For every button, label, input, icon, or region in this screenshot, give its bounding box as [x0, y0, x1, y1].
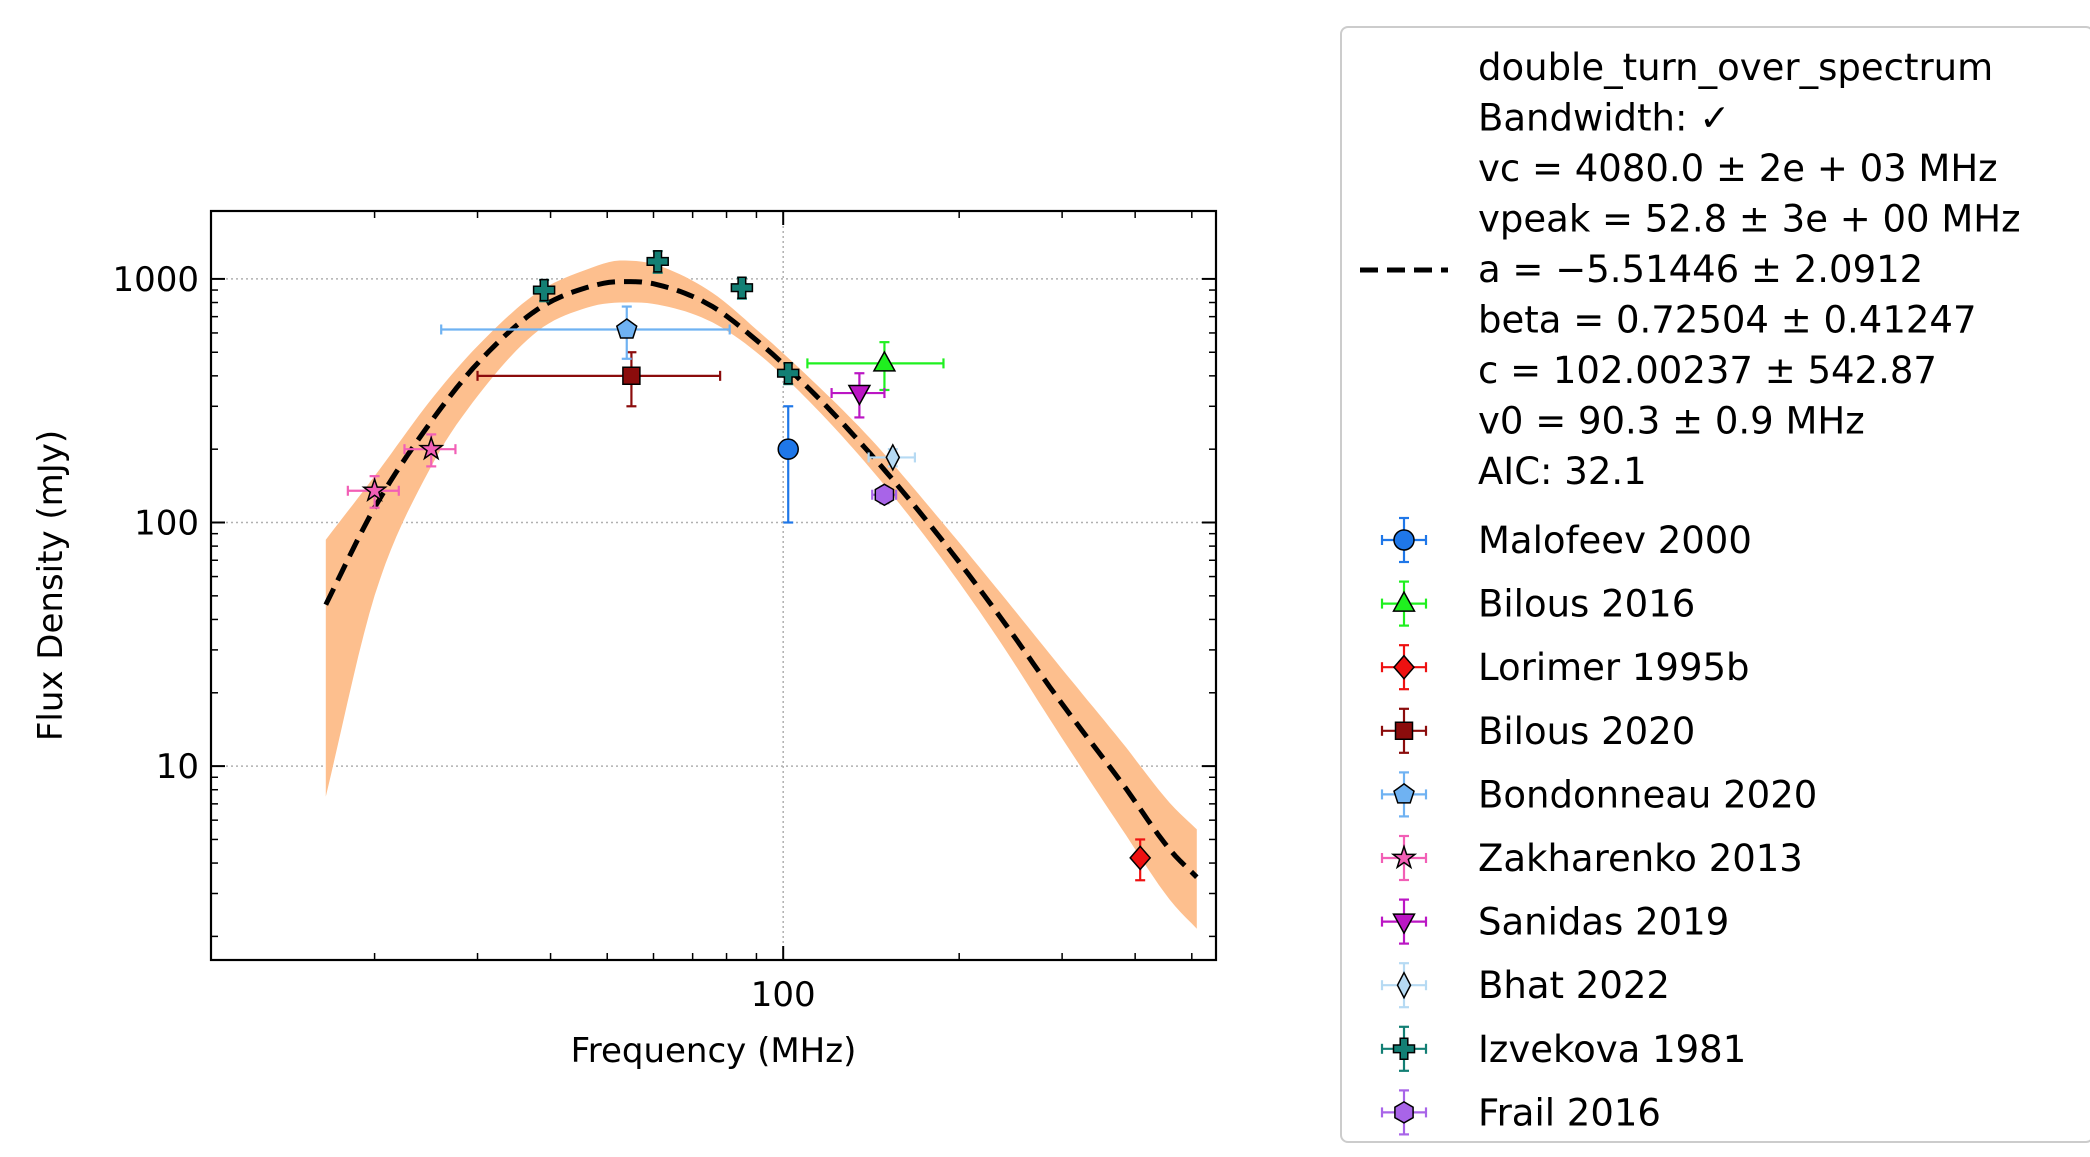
data-point [346, 475, 400, 509]
legend-entry: Izvekova 1981 [1380, 1025, 1746, 1072]
data-point [532, 278, 556, 303]
data-point [403, 433, 457, 468]
legend-entry: Bilous 2016 [1380, 580, 1695, 627]
data-point-marker [776, 361, 800, 385]
data-point-marker [646, 250, 669, 273]
legend-label: Bhat 2022 [1478, 964, 1670, 1007]
series-bilous-2016 [806, 341, 945, 392]
legend-entry: Zakharenko 2013 [1380, 834, 1803, 882]
data-point-marker [361, 476, 388, 502]
data-point-marker [885, 443, 901, 472]
legend-fit-text: a = −5.51446 ± 2.0912 [1478, 248, 1923, 291]
legend-label: Sanidas 2019 [1478, 901, 1729, 944]
legend-marker [1390, 844, 1418, 870]
data-point [830, 372, 886, 419]
data-points-layer [346, 250, 1152, 882]
data-point [476, 351, 722, 408]
legend-box [1340, 26, 2090, 1143]
legend-label: Zakharenko 2013 [1478, 837, 1803, 880]
legend-entry: Malofeev 2000 [1380, 516, 1752, 564]
legend-marker [1393, 529, 1415, 551]
series-zakharenko-2013 [346, 433, 457, 509]
legend-label: Lorimer 1995b [1478, 646, 1750, 689]
fit-uncertainty-band [325, 260, 1197, 929]
data-point-marker [872, 350, 897, 372]
legend-fit-text: vpeak = 52.8 ± 3e + 00 MHz [1478, 198, 2021, 241]
legend-label: Bilous 2016 [1478, 583, 1695, 626]
data-point [440, 305, 731, 360]
legend-label: Bondonneau 2020 [1478, 773, 1817, 816]
legend-fit-text: beta = 0.72504 ± 0.41247 [1478, 299, 1977, 342]
y-axis-label: Flux Density (mJy) [31, 430, 71, 741]
x-tick-label: 100 [751, 975, 816, 1015]
legend-label: Bilous 2020 [1478, 710, 1695, 753]
data-point-marker [418, 435, 445, 461]
data-point [777, 405, 799, 524]
x-axis-label: Frequency (MHz) [571, 1031, 857, 1071]
legend-label: Malofeev 2000 [1478, 519, 1752, 562]
data-point-marker [874, 483, 895, 507]
legend-marker [1392, 1037, 1416, 1061]
series-bondonneau-2020 [440, 305, 731, 360]
data-point [776, 361, 800, 386]
data-point-marker [777, 438, 799, 460]
legend-marker [1394, 721, 1414, 741]
legend-marker [1393, 782, 1415, 804]
legend-fit-text: vc = 4080.0 ± 2e + 03 MHz [1478, 147, 1998, 190]
data-point [730, 276, 754, 300]
data-point-marker [730, 276, 754, 299]
y-tick-label: 1000 [112, 260, 199, 300]
fit-band-layer [325, 260, 1197, 929]
axes-frame [209, 209, 1218, 962]
data-point [871, 483, 898, 507]
series-bilous-2020 [476, 351, 722, 408]
data-point-marker [1129, 845, 1152, 871]
legend-fit-text: AIC: 32.1 [1478, 450, 1647, 493]
data-point-marker [615, 318, 638, 339]
series-izvekova-1981 [532, 250, 800, 386]
legend-entry: Frail 2016 [1380, 1089, 1661, 1136]
legend-entry: Bondonneau 2020 [1380, 771, 1817, 818]
legend-fit-text: v0 = 90.3 ± 0.9 MHz [1478, 400, 1865, 443]
legend: double_turn_over_spectrum Bandwidth: ✓ vc … [1340, 26, 2090, 1143]
fit-curve [323, 279, 1199, 879]
data-point-marker [622, 366, 641, 386]
data-point [806, 341, 945, 392]
data-point [1129, 838, 1152, 882]
data-point-marker [532, 278, 556, 302]
legend-marker [1394, 1101, 1414, 1124]
legend-entry: Sanidas 2019 [1380, 898, 1729, 945]
series-sanidas-2019 [830, 372, 886, 419]
legend-fit-text: double_turn_over_spectrum [1478, 46, 1993, 89]
data-point [646, 250, 669, 274]
legend-fit-text: c = 102.00237 ± 542.87 [1478, 349, 1937, 392]
data-point-marker [847, 384, 872, 407]
series-frail-2016 [871, 483, 898, 507]
legend-marker [1396, 971, 1412, 1000]
legend-fit-text: Bandwidth: ✓ [1478, 97, 1730, 140]
legend-entry: Bhat 2022 [1380, 962, 1670, 1009]
legend-marker [1393, 654, 1415, 680]
legend-entry: Lorimer 1995b [1380, 644, 1750, 691]
axis-ticks: 10 100 1000 100 [112, 211, 1216, 1015]
series-lorimer-1995b [1129, 838, 1152, 882]
series-malofeev-2000 [777, 405, 799, 524]
data-point [867, 443, 917, 472]
y-tick-label: 100 [134, 504, 199, 544]
legend-marker [1392, 913, 1416, 935]
legend-label: Frail 2016 [1478, 1091, 1661, 1134]
legend-marker [1392, 590, 1416, 612]
fit-line-layer [323, 279, 1199, 879]
legend-entry: Bilous 2020 [1380, 707, 1695, 754]
y-tick-label: 10 [156, 747, 199, 787]
series-bhat-2022 [867, 443, 917, 472]
legend-items: double_turn_over_spectrum Bandwidth: ✓ vc … [1360, 46, 2021, 1136]
legend-label: Izvekova 1981 [1478, 1028, 1746, 1071]
